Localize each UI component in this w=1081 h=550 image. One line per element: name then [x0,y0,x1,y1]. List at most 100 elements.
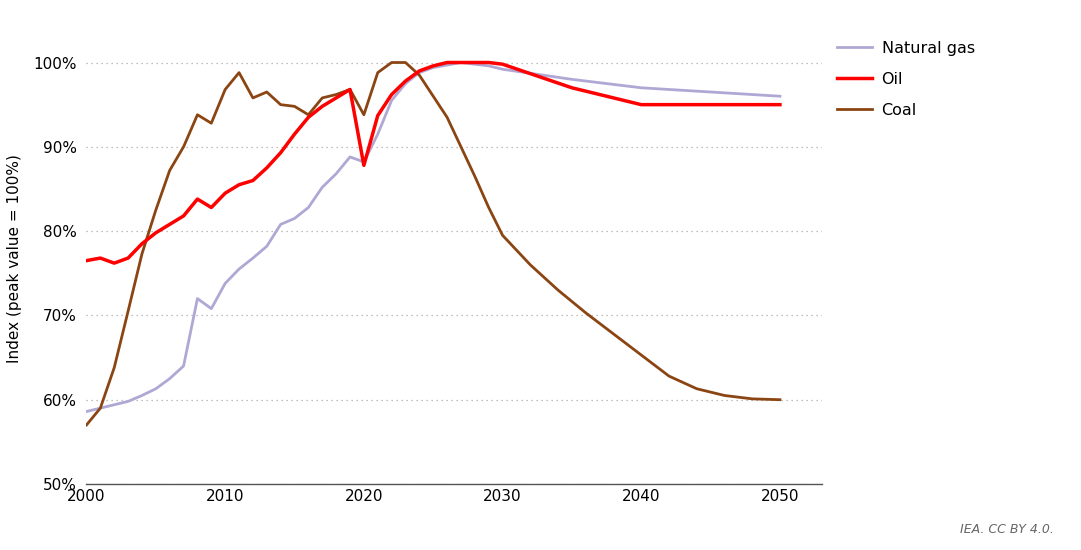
Coal [358,112,371,118]
Oil [163,221,176,228]
Coal [288,103,301,109]
Natural gas [427,64,440,71]
Coal [204,120,217,127]
Natural gas [261,243,273,250]
Natural gas [371,131,384,138]
Coal [371,69,384,76]
Coal [275,101,288,108]
Oil [358,162,371,169]
Coal [149,207,162,213]
Coal [441,114,454,120]
Natural gas [94,405,107,411]
Natural gas [399,80,412,87]
Oil [80,257,93,264]
Natural gas [108,402,121,408]
Oil [302,114,315,120]
Coal [163,167,176,174]
Line: Oil: Oil [86,63,780,263]
Coal [246,95,259,101]
Oil [330,95,343,101]
Y-axis label: Index (peak value = 100%): Index (peak value = 100%) [8,154,22,363]
Coal [385,59,398,66]
Oil [177,213,190,219]
Natural gas [358,159,371,166]
Natural gas [135,392,148,399]
Oil [468,59,481,66]
Natural gas [441,62,454,68]
Oil [399,78,412,84]
Natural gas [468,61,481,68]
Natural gas [316,184,329,190]
Oil [344,86,357,93]
Coal [218,86,231,93]
Oil [149,229,162,236]
Oil [261,164,273,171]
Oil [704,101,717,108]
Oil [635,101,648,108]
Natural gas [149,386,162,392]
Coal [663,373,676,380]
Coal [302,112,315,118]
Oil [94,255,107,261]
Coal [468,173,481,180]
Natural gas [454,59,467,66]
Natural gas [218,280,231,287]
Oil [454,59,467,66]
Oil [482,59,495,66]
Natural gas [191,295,204,302]
Coal [413,72,426,79]
Line: Natural gas: Natural gas [86,63,780,411]
Coal [80,422,93,428]
Oil [191,196,204,202]
Oil [275,150,288,156]
Coal [399,59,412,66]
Natural gas [774,93,787,100]
Oil [204,204,217,211]
Legend: Natural gas, Oil, Coal: Natural gas, Oil, Coal [837,41,975,118]
Oil [108,260,121,266]
Line: Coal: Coal [86,63,780,425]
Coal [344,86,357,93]
Coal [232,69,245,76]
Natural gas [482,63,495,69]
Oil [218,190,231,196]
Natural gas [163,375,176,382]
Natural gas [565,76,578,82]
Natural gas [496,66,509,73]
Oil [135,240,148,247]
Oil [774,101,787,108]
Oil [121,255,134,261]
Coal [718,392,731,399]
Coal [191,112,204,118]
Coal [496,232,509,239]
Coal [427,93,440,100]
Oil [288,131,301,138]
Oil [496,61,509,68]
Natural gas [275,221,288,228]
Coal [691,386,704,392]
Natural gas [80,408,93,415]
Natural gas [232,266,245,272]
Natural gas [413,69,426,76]
Coal [177,144,190,150]
Coal [330,91,343,98]
Oil [385,91,398,98]
Natural gas [302,204,315,211]
Coal [94,405,107,411]
Natural gas [344,153,357,160]
Oil [371,112,384,119]
Oil [441,59,454,66]
Coal [121,308,134,315]
Coal [454,144,467,150]
Coal [579,310,592,316]
Text: IEA. CC BY 4.0.: IEA. CC BY 4.0. [960,523,1054,536]
Coal [608,331,620,337]
Oil [316,103,329,109]
Coal [316,95,329,101]
Natural gas [246,255,259,261]
Coal [261,89,273,95]
Coal [635,351,648,358]
Coal [108,364,121,371]
Natural gas [385,97,398,104]
Natural gas [121,398,134,405]
